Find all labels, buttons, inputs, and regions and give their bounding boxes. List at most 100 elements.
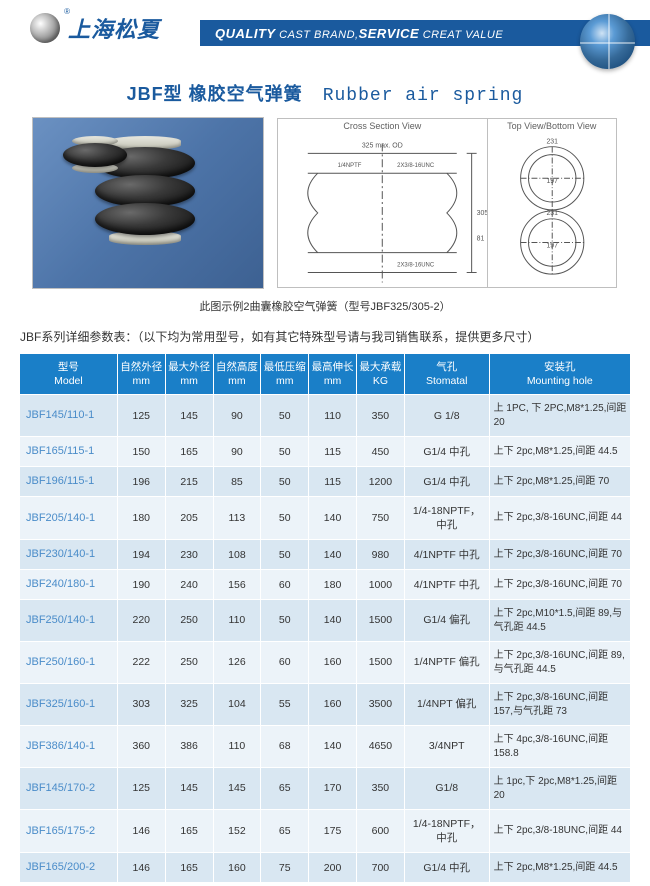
table-row: JBF250/140-1220250110501401500G1/4 偏孔上下 … (20, 600, 631, 642)
page-title: JBF型 橡胶空气弹簧 Rubber air spring (0, 80, 650, 106)
table-cell: 55 (261, 684, 309, 726)
table-cell: 108 (213, 540, 261, 570)
table-cell: JBF250/160-1 (20, 642, 118, 684)
table-cell: 150 (117, 437, 165, 467)
table-row: JBF196/115-119621585501151200G1/4 中孔上下 2… (20, 467, 631, 497)
top-view-svg: 231 197 231 197 (488, 119, 616, 287)
table-cell: 750 (356, 497, 404, 540)
table-cell: 220 (117, 600, 165, 642)
table-cell: 230 (165, 540, 213, 570)
table-cell: 194 (117, 540, 165, 570)
table-cell: 1200 (356, 467, 404, 497)
svg-text:197: 197 (546, 242, 558, 249)
logo-icon (30, 13, 60, 43)
table-cell: 上下 2pc,3/8-16UNC,间距 157,与气孔距 73 (489, 684, 630, 726)
table-cell: 上下 2pc,3/8-16UNC,间距 89,与气孔距 44.5 (489, 642, 630, 684)
table-cell: 140 (309, 540, 357, 570)
table-cell: 110 (213, 726, 261, 768)
table-cell: JBF250/140-1 (20, 600, 118, 642)
table-cell: 104 (213, 684, 261, 726)
table-cell: 上下 2pc,M8*1.25,间距 70 (489, 467, 630, 497)
table-cell: G1/4 中孔 (404, 437, 489, 467)
table-cell: 上下 2pc,3/8-16UNC,间距 44 (489, 497, 630, 540)
table-cell: 上下 2pc,M8*1.25,间距 44.5 (489, 437, 630, 467)
slogan-bar: QUALITY CAST BRAND,SERVICE CREAT VALUE (200, 20, 650, 46)
table-cell: 196 (117, 467, 165, 497)
table-row: JBF165/175-2146165152651756001/4-18NPTF，… (20, 810, 631, 853)
table-cell: 146 (117, 810, 165, 853)
table-cell: 50 (261, 437, 309, 467)
table-cell: G 1/8 (404, 395, 489, 437)
table-cell: 700 (356, 853, 404, 883)
table-cell: JBF386/140-1 (20, 726, 118, 768)
table-cell: G1/4 中孔 (404, 853, 489, 883)
column-header: 自然高度mm (213, 354, 261, 395)
table-cell: G1/4 中孔 (404, 467, 489, 497)
table-row: JBF205/140-1180205113501407501/4-18NPTF，… (20, 497, 631, 540)
table-cell: 450 (356, 437, 404, 467)
table-cell: 140 (309, 497, 357, 540)
table-cell: 50 (261, 600, 309, 642)
table-cell: 250 (165, 600, 213, 642)
slogan-text: QUALITY CAST BRAND,SERVICE CREAT VALUE (215, 26, 503, 41)
table-cell: 360 (117, 726, 165, 768)
spec-table: 型号Model自然外径mm最大外径mm自然高度mm最低压缩mm最高伸长mm最大承… (19, 353, 631, 883)
table-cell: JBF196/115-1 (20, 467, 118, 497)
table-cell: 3500 (356, 684, 404, 726)
table-cell: 1500 (356, 600, 404, 642)
table-cell: 4650 (356, 726, 404, 768)
spec-table-head: 型号Model自然外径mm最大外径mm自然高度mm最低压缩mm最高伸长mm最大承… (20, 354, 631, 395)
table-cell: 386 (165, 726, 213, 768)
svg-text:2X3/8-16UNC: 2X3/8-16UNC (397, 163, 435, 169)
table-cell: 90 (213, 437, 261, 467)
table-cell: 113 (213, 497, 261, 540)
table-cell: 980 (356, 540, 404, 570)
table-cell: 60 (261, 570, 309, 600)
table-row: JBF386/140-13603861106814046503/4NPT上下 4… (20, 726, 631, 768)
table-cell: 140 (309, 726, 357, 768)
table-cell: JBF145/110-1 (20, 395, 118, 437)
column-header: 最大外径mm (165, 354, 213, 395)
table-cell: JBF205/140-1 (20, 497, 118, 540)
table-row: JBF145/110-11251459050110350G 1/8上 1PC, … (20, 395, 631, 437)
brand-block: 上海松夏 (30, 12, 160, 44)
table-cell: 1/4NPT 偏孔 (404, 684, 489, 726)
column-header: 最低压缩mm (261, 354, 309, 395)
table-cell: 165 (165, 437, 213, 467)
table-cell: 170 (309, 768, 357, 810)
svg-text:2X3/8-16UNC: 2X3/8-16UNC (397, 263, 435, 269)
table-cell: 110 (309, 395, 357, 437)
table-cell: 85 (213, 467, 261, 497)
table-cell: 3/4NPT (404, 726, 489, 768)
table-cell: 180 (309, 570, 357, 600)
spec-table-body: JBF145/110-11251459050110350G 1/8上 1PC, … (20, 395, 631, 883)
table-cell: 1/4-18NPTF，中孔 (404, 497, 489, 540)
table-cell: 125 (117, 395, 165, 437)
table-cell: 50 (261, 540, 309, 570)
table-row: JBF165/200-214616516075200700G1/4 中孔上下 2… (20, 853, 631, 883)
table-cell: 240 (165, 570, 213, 600)
table-cell: 115 (309, 437, 357, 467)
table-cell: 上下 4pc,3/8-16UNC,间距 158.8 (489, 726, 630, 768)
svg-text:325 max. OD: 325 max. OD (362, 142, 403, 149)
column-header: 最高伸长mm (309, 354, 357, 395)
title-zh: JBF型 橡胶空气弹簧 (127, 84, 303, 104)
table-cell: 165 (165, 810, 213, 853)
column-header: 自然外径mm (117, 354, 165, 395)
table-cell: 50 (261, 395, 309, 437)
title-en: Rubber air spring (323, 86, 524, 106)
svg-text:197: 197 (546, 178, 558, 185)
column-header: 型号Model (20, 354, 118, 395)
table-cell: JBF165/200-2 (20, 853, 118, 883)
table-cell: 50 (261, 467, 309, 497)
spring-small-icon (63, 136, 127, 270)
table-cell: 1500 (356, 642, 404, 684)
table-cell: 75 (261, 853, 309, 883)
tech-drawing: Cross Section View 325 max. OD 1/4NPTF 2… (277, 118, 617, 288)
table-cell: 215 (165, 467, 213, 497)
table-cell: 205 (165, 497, 213, 540)
table-cell: 50 (261, 497, 309, 540)
table-cell: 160 (213, 853, 261, 883)
globe-icon (580, 14, 635, 69)
svg-text:81: 81 (477, 236, 485, 243)
